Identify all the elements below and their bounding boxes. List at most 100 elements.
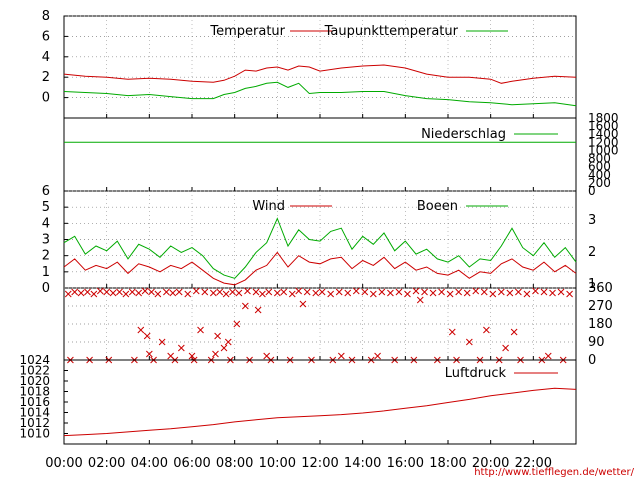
wind-direction-point — [141, 287, 149, 295]
y2-tick-label: 800 — [588, 152, 611, 166]
wind-direction-point — [429, 289, 437, 297]
x-tick-label: 06:00 — [173, 456, 210, 471]
wind-direction-point — [154, 290, 162, 298]
y-tick-label: 8 — [42, 9, 50, 24]
legend-label: Luftdruck — [445, 366, 507, 381]
wind-direction-point — [122, 290, 130, 298]
y-tick-label: 6 — [42, 184, 50, 199]
wind-direction-point — [135, 289, 143, 297]
wind-direction-point — [214, 332, 221, 340]
wind-direction-point — [212, 350, 219, 358]
wind-direction-point — [369, 290, 377, 298]
wind-direction-point — [318, 288, 326, 296]
y2-tick-label: 360 — [588, 281, 613, 296]
wind-direction-point — [337, 352, 345, 360]
wind-direction-point — [506, 289, 514, 297]
legend-label: Niederschlag — [421, 127, 506, 142]
wind-direction-point — [299, 300, 307, 308]
x-tick-label: 08:00 — [216, 456, 253, 471]
y-tick-label: 2 — [42, 70, 50, 85]
wind-direction-point — [192, 287, 200, 295]
x-tick-label: 20:00 — [472, 456, 509, 471]
y2-tick-label: 0 — [588, 353, 596, 368]
x-tick-label: 04:00 — [131, 456, 168, 471]
wind-direction-point — [71, 288, 79, 296]
wind-direction-point — [288, 290, 296, 298]
y-tick-label: 1022 — [19, 364, 50, 378]
wind-direction-point — [184, 290, 192, 298]
wind-direction-point — [220, 344, 228, 352]
wind-direction-point — [312, 289, 320, 297]
wind-direction-point — [510, 328, 518, 336]
x-tick-label: 12:00 — [301, 456, 338, 471]
legend-label: Temperatur — [209, 24, 285, 39]
x-tick-label: 18:00 — [429, 456, 466, 471]
wind-direction-point — [374, 352, 381, 360]
x-tick-label: 10:00 — [259, 456, 296, 471]
wind-direction-point — [265, 288, 273, 296]
y-tick-label: 5 — [42, 200, 50, 215]
series-line-0 — [63, 251, 577, 286]
chart-panel-1: 8 6 4 2 0 Temperatur Taupunkttemperatur — [42, 9, 577, 119]
wind-direction-point — [483, 326, 490, 334]
y2-tick-label: 1000 — [588, 143, 619, 157]
wind-direction-point — [241, 302, 249, 310]
wind-direction-point — [252, 288, 260, 296]
x-tick-label: 14:00 — [344, 456, 381, 471]
y2-tick-label: 1200 — [588, 135, 619, 149]
y2-tick-label: 2 — [588, 245, 596, 260]
wind-direction-point — [361, 288, 369, 296]
wind-direction-point — [145, 350, 153, 358]
series-line-1 — [63, 217, 577, 279]
y2-tick-label: 3 — [588, 213, 596, 228]
legend-label: Wind — [252, 199, 285, 214]
x-tick-label: 00:00 — [45, 456, 82, 471]
wind-direction-point — [378, 288, 386, 296]
x-axis-tick-labels: 00:00 02:00 04:00 06:00 08:00 10:00 12:00 14:00… — [45, 456, 552, 471]
wind-direction-point — [280, 288, 288, 296]
wind-direction-point — [90, 290, 98, 298]
y2-tick-label: 1800 — [588, 111, 619, 125]
y-tick-label: 0 — [42, 281, 50, 296]
legend-label: Taupunkttemperatur — [324, 24, 459, 39]
wind-direction-point — [233, 320, 241, 328]
wind-direction-point — [169, 289, 177, 297]
wind-direction-point — [523, 290, 531, 298]
wind-direction-point — [84, 288, 91, 296]
wind-direction-point — [463, 289, 471, 297]
wind-direction-point — [77, 289, 85, 297]
y-tick-label: 1016 — [19, 395, 50, 409]
y-tick-label: 2 — [42, 249, 50, 264]
wind-direction-point — [295, 287, 303, 295]
y-tick-label: 1018 — [19, 385, 50, 399]
y-tick-label: 0 — [42, 91, 50, 106]
series-line-1 — [63, 81, 577, 107]
y-tick-label: 6 — [42, 29, 50, 44]
wind-direction-point — [303, 288, 311, 296]
wind-direction-point — [544, 352, 552, 360]
wind-direction-point — [549, 289, 556, 297]
x-tick-label: 02:00 — [88, 456, 125, 471]
wind-direction-point — [188, 352, 196, 360]
y-tick-label: 1024 — [19, 353, 50, 367]
wind-direction-point — [455, 288, 463, 296]
wind-direction-point — [327, 290, 335, 298]
wind-direction-point — [177, 344, 185, 352]
series-line-0 — [63, 387, 577, 437]
wind-direction-point — [244, 287, 251, 295]
y2-tick-label: 1400 — [588, 127, 619, 141]
wind-direction-point — [489, 290, 497, 298]
wind-direction-point — [259, 290, 266, 298]
wind-direction-point — [209, 289, 217, 297]
footer-url[interactable]: http://www.tiefflegen.de/wetter/ — [474, 467, 634, 478]
y-tick-label: 4 — [42, 216, 50, 231]
wind-direction-point — [128, 288, 136, 296]
wind-direction-point — [158, 338, 166, 346]
y-tick-label: 1010 — [19, 427, 50, 441]
wind-direction-point — [175, 288, 183, 296]
wind-direction-point — [497, 288, 505, 296]
